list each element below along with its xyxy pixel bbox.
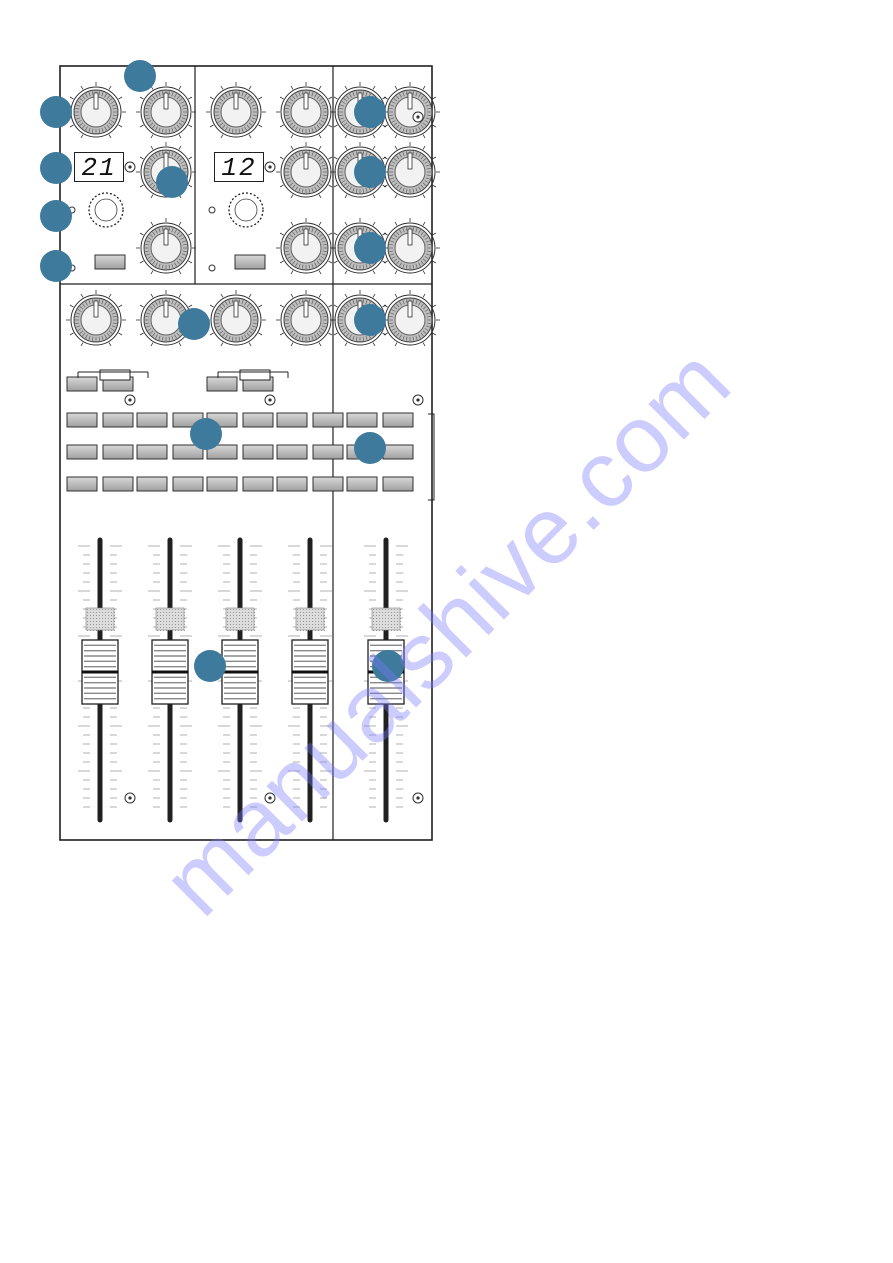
push-button[interactable] xyxy=(207,477,237,491)
push-button[interactable] xyxy=(67,477,97,491)
encoder-wheel[interactable] xyxy=(229,193,263,227)
push-button[interactable] xyxy=(313,413,343,427)
push-button[interactable] xyxy=(383,413,413,427)
callout-dot xyxy=(354,304,386,336)
push-button[interactable] xyxy=(137,477,167,491)
push-button[interactable] xyxy=(243,445,273,459)
encoder-wheel[interactable] xyxy=(89,193,123,227)
screw-icon xyxy=(413,793,423,803)
status-led xyxy=(209,265,215,271)
callout-dot xyxy=(124,60,156,92)
callout-dot xyxy=(194,650,226,682)
callout-dot xyxy=(190,418,222,450)
push-button[interactable] xyxy=(67,445,97,459)
callout-dot xyxy=(178,308,210,340)
push-button[interactable] xyxy=(277,413,307,427)
push-button[interactable] xyxy=(347,477,377,491)
callout-dot xyxy=(40,200,72,232)
push-button[interactable] xyxy=(383,445,413,459)
callout-dot xyxy=(40,250,72,282)
callout-dot xyxy=(40,152,72,184)
screw-icon xyxy=(125,395,135,405)
mixer-diagram-svg xyxy=(0,0,893,1263)
push-button[interactable] xyxy=(173,477,203,491)
lcd-display: 12 xyxy=(214,152,264,182)
callout-dot xyxy=(372,650,404,682)
screw-icon xyxy=(265,793,275,803)
push-button[interactable] xyxy=(103,477,133,491)
push-button[interactable] xyxy=(67,413,97,427)
push-button[interactable] xyxy=(103,445,133,459)
push-button[interactable] xyxy=(103,413,133,427)
callout-dot xyxy=(354,432,386,464)
push-button[interactable] xyxy=(277,445,307,459)
screw-icon xyxy=(413,395,423,405)
push-button[interactable] xyxy=(235,255,265,269)
push-button[interactable] xyxy=(277,477,307,491)
screw-icon xyxy=(413,112,423,122)
push-button[interactable] xyxy=(313,445,343,459)
callout-dot xyxy=(354,156,386,188)
callout-dot xyxy=(40,96,72,128)
push-button[interactable] xyxy=(95,255,125,269)
callout-dot xyxy=(156,166,188,198)
push-button[interactable] xyxy=(207,377,237,391)
push-button[interactable] xyxy=(243,477,273,491)
push-button[interactable] xyxy=(137,413,167,427)
callout-dot xyxy=(354,232,386,264)
screw-icon xyxy=(125,793,135,803)
status-led xyxy=(209,207,215,213)
screw-icon xyxy=(125,162,135,172)
push-button[interactable] xyxy=(347,413,377,427)
lcd-display: 21 xyxy=(74,152,124,182)
diagram-stage: { "canvas": { "width": 893, "height": 12… xyxy=(0,0,893,1263)
push-button[interactable] xyxy=(137,445,167,459)
callout-dot xyxy=(354,96,386,128)
screw-icon xyxy=(265,162,275,172)
push-button[interactable] xyxy=(67,377,97,391)
push-button[interactable] xyxy=(383,477,413,491)
push-button[interactable] xyxy=(313,477,343,491)
screw-icon xyxy=(265,395,275,405)
push-button[interactable] xyxy=(243,413,273,427)
